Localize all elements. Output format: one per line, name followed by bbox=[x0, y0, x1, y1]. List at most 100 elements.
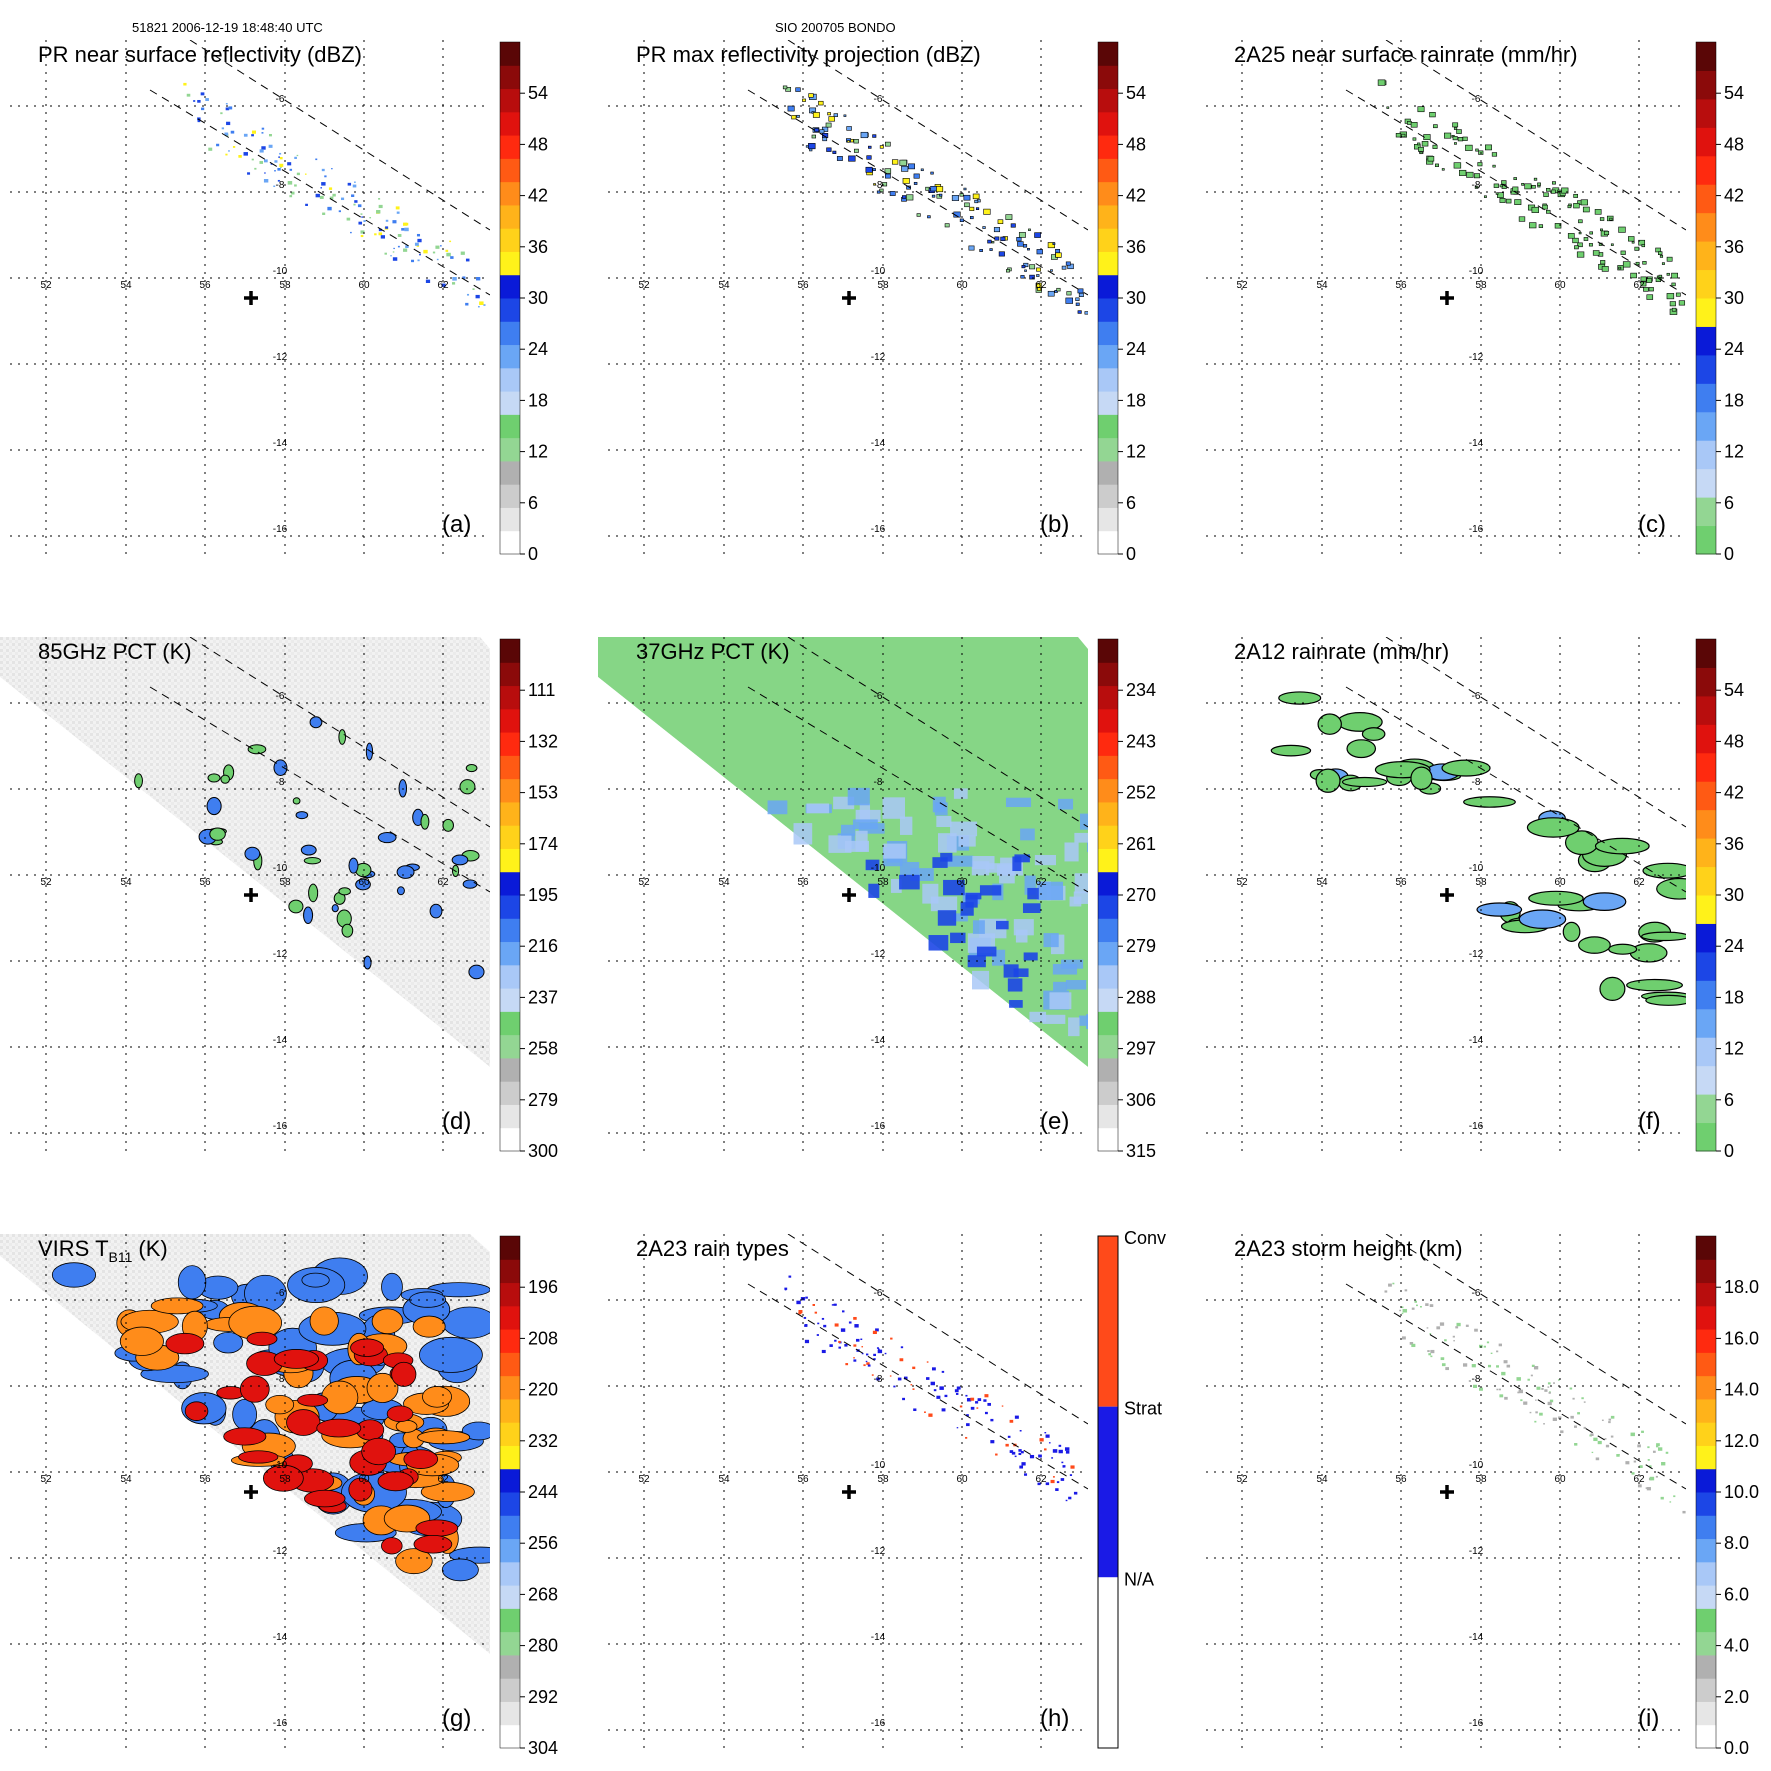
echo-pixel bbox=[1028, 228, 1031, 231]
panel-e: -6 -8 -10 -12 -14 -16 52 54 56 58 60 62 37GHz PCT (K… bbox=[598, 637, 1156, 1161]
colorbar-segment bbox=[500, 1538, 520, 1563]
lon-tick-label: 60 bbox=[358, 877, 370, 888]
echo-pixel bbox=[1544, 1389, 1548, 1392]
echo-pixel bbox=[1583, 1426, 1586, 1429]
echo-pixel bbox=[322, 212, 326, 215]
echo-pixel bbox=[1678, 300, 1686, 306]
echo-pixel bbox=[853, 1357, 855, 1359]
echo-pixel bbox=[380, 235, 386, 239]
echo-pixel bbox=[1496, 1365, 1499, 1368]
lon-tick-label: 56 bbox=[797, 877, 809, 888]
echo-pixel bbox=[369, 217, 372, 219]
lat-tick-label: -8 bbox=[276, 777, 285, 788]
echo-pixel bbox=[809, 148, 813, 152]
lat-tick-label: -16 bbox=[273, 1121, 288, 1132]
pct37-pixel bbox=[868, 883, 880, 898]
lon-tick-label: 62 bbox=[437, 280, 449, 291]
echo-pixel bbox=[1530, 1374, 1533, 1377]
echo-pixel bbox=[1557, 1379, 1560, 1381]
echo-pixel bbox=[304, 173, 307, 175]
colorbar-tick-label: 111 bbox=[528, 680, 555, 700]
echo-pixel bbox=[320, 187, 323, 189]
colorbar-segment bbox=[500, 65, 520, 90]
pct85-blob bbox=[309, 716, 323, 729]
lon-tick-label: 54 bbox=[120, 1474, 132, 1485]
colorbar-segment bbox=[1696, 724, 1716, 754]
echo-pixel bbox=[1068, 1496, 1072, 1500]
colorbar-segment bbox=[1098, 65, 1118, 90]
echo-pixel bbox=[385, 219, 389, 222]
colorbar-segment bbox=[500, 1305, 520, 1330]
colorbar-segment bbox=[500, 1515, 520, 1540]
echo-pixel bbox=[1000, 236, 1006, 241]
rainrate-blob bbox=[1582, 892, 1627, 911]
lat-tick-label: -8 bbox=[276, 180, 285, 191]
echo-pixel bbox=[1671, 282, 1676, 287]
virs-cloud bbox=[301, 1272, 330, 1288]
lon-tick-label: 58 bbox=[1475, 877, 1487, 888]
swath-edge bbox=[189, 40, 490, 231]
pct85-blob bbox=[331, 904, 339, 913]
echo-pixel bbox=[277, 167, 281, 171]
pct37-pixel bbox=[958, 835, 976, 847]
colorbar-tick-label: 196 bbox=[528, 1277, 558, 1297]
colorbar-segment bbox=[500, 801, 520, 826]
echo-pixel bbox=[289, 195, 293, 198]
swath-edge bbox=[149, 686, 490, 893]
echo-pixel bbox=[796, 114, 800, 118]
echo-pixel bbox=[826, 147, 832, 152]
echo-pixel bbox=[788, 1275, 792, 1278]
colorbar-segment bbox=[500, 708, 520, 733]
colorbar-tick-label: 30 bbox=[528, 288, 548, 308]
echo-pixel bbox=[1473, 173, 1480, 179]
echo-pixel bbox=[208, 147, 213, 151]
echo-pixel bbox=[378, 232, 383, 236]
panel-h: -6 -8 -10 -12 -14 -16 52 54 56 58 60 62 2A23 rain ty… bbox=[608, 1228, 1166, 1749]
echo-pixel bbox=[963, 187, 967, 191]
colorbar-tick-label: 12 bbox=[528, 442, 548, 462]
lat-tick-label: -16 bbox=[871, 1121, 886, 1132]
colorbar-segment bbox=[1696, 98, 1716, 128]
colorbar-tick-label: 0 bbox=[1126, 544, 1136, 564]
colorbar-segment bbox=[500, 825, 520, 849]
colorbar-segment bbox=[1098, 755, 1118, 780]
rainrate-blob bbox=[1317, 713, 1342, 735]
lon-tick-label: 62 bbox=[1035, 1474, 1047, 1485]
colorbar-segment bbox=[1696, 1515, 1716, 1540]
echo-pixel bbox=[1599, 217, 1605, 221]
echo-pixel bbox=[1618, 1453, 1620, 1456]
echo-pixel bbox=[884, 141, 891, 147]
lon-tick-label: 56 bbox=[1395, 1474, 1407, 1485]
echo-pixel bbox=[417, 238, 422, 243]
echo-pixel bbox=[261, 132, 264, 134]
pct37-pixel bbox=[899, 816, 913, 835]
echo-pixel bbox=[1401, 1312, 1404, 1315]
echo-pixel bbox=[432, 251, 436, 254]
echo-pixel bbox=[853, 1316, 857, 1320]
echo-pixel bbox=[479, 301, 484, 305]
pct37-pixel bbox=[979, 885, 1002, 896]
echo-pixel bbox=[1454, 142, 1457, 145]
echo-pixel bbox=[1577, 1412, 1580, 1415]
pct37-pixel bbox=[793, 823, 813, 845]
echo-pixel bbox=[1547, 1386, 1550, 1388]
echo-pixel bbox=[354, 181, 356, 183]
echo-pixel bbox=[1604, 1438, 1607, 1440]
echo-pixel bbox=[861, 1346, 864, 1348]
lat-tick-label: -12 bbox=[273, 352, 288, 363]
echo-pixel bbox=[220, 112, 223, 115]
echo-pixel bbox=[1631, 241, 1635, 244]
echo-pixel bbox=[969, 206, 975, 211]
echo-pixel bbox=[254, 167, 257, 170]
colorbar-segment bbox=[1696, 895, 1716, 924]
echo-pixel bbox=[834, 1323, 839, 1327]
pct37-pixel bbox=[946, 855, 974, 867]
lon-tick-label: 58 bbox=[877, 280, 889, 291]
colorbar-b: 0 6 12 18 24 30 36 42 48 54 bbox=[1097, 41, 1146, 564]
echo-pixel bbox=[1634, 246, 1640, 251]
echo-pixel bbox=[926, 1377, 930, 1380]
echo-pixel bbox=[782, 85, 788, 90]
lat-tick-label: -10 bbox=[273, 266, 288, 277]
echo-pixel bbox=[1610, 1435, 1614, 1438]
colorbar-segment bbox=[1098, 135, 1118, 159]
